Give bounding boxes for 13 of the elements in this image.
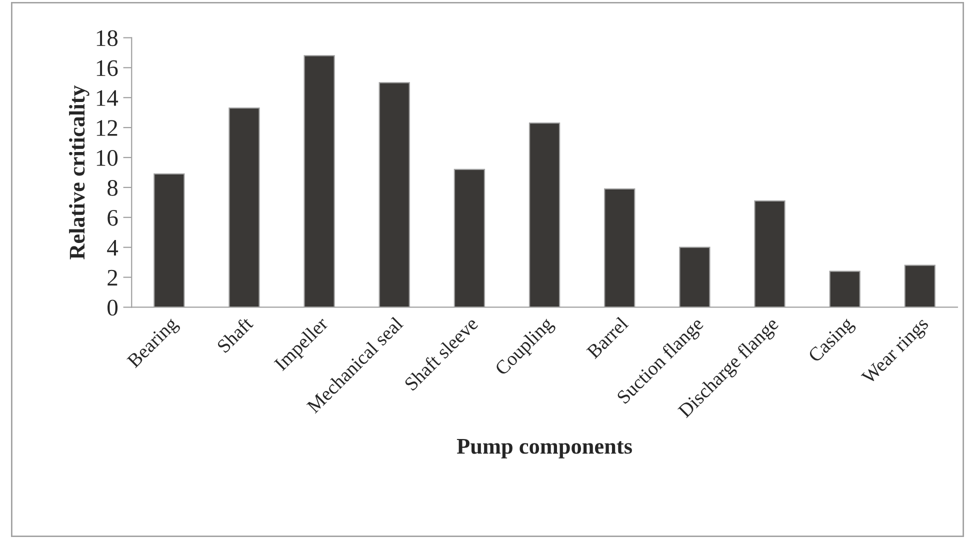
x-axis-title: Pump components — [456, 439, 632, 458]
x-tick-label: Wear rings — [860, 316, 932, 388]
y-tick-label: 8 — [108, 180, 118, 196]
y-tick-label: 12 — [96, 120, 118, 136]
y-axis-title: Relative criticality — [69, 85, 90, 260]
y-tick-label: 18 — [96, 30, 118, 46]
y-tick-label: 0 — [108, 300, 118, 316]
y-tick-label: 4 — [107, 240, 118, 256]
y-tick-label: 6 — [108, 210, 118, 226]
y-tick-label: 10 — [96, 150, 118, 166]
y-tick-label: 2 — [108, 270, 118, 286]
y-tick-label: 14 — [96, 90, 118, 106]
y-tick-label: 16 — [96, 60, 118, 76]
